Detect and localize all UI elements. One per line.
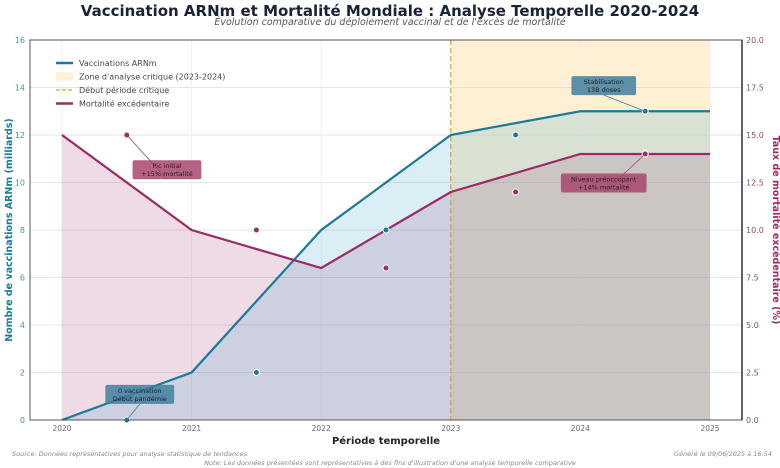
annotation-text: 0 vaccination [118, 387, 162, 395]
chart-subtitle: Évolution comparative du déploiement vac… [214, 17, 566, 28]
chart-title: Vaccination ARNm et Mortalité Mondiale :… [80, 2, 700, 20]
mortality-area [62, 135, 710, 420]
mortality-point [512, 188, 520, 196]
y-left-tick-label: 8 [20, 226, 25, 235]
legend-label: Vaccinations ARNm [79, 59, 157, 68]
y-right-tick-label: 0.0 [746, 416, 759, 425]
annotation-box [560, 173, 647, 193]
annotation-text: Stabilisation [584, 78, 624, 86]
vaccination-point [512, 131, 520, 139]
annotation-box [571, 76, 637, 96]
y-right-tick-label: 7.5 [746, 274, 759, 283]
annotation-arrow [603, 94, 646, 112]
y-right-tick-label: 12.5 [746, 179, 764, 188]
annotation-text: Niveau préoccupant [571, 176, 637, 184]
annotation-box [105, 384, 175, 404]
x-axis-label: Période temporelle [332, 435, 440, 447]
annotation-box [132, 160, 202, 180]
y-right-tick-label: 17.5 [746, 84, 764, 93]
annotation-text: +15% mortalité [141, 170, 193, 178]
x-tick-label: 2020 [52, 424, 71, 433]
vaccination-point [252, 369, 260, 376]
legend-label: Début période critique [79, 85, 169, 95]
vaccination-line [61, 110, 710, 422]
footer-note: Note: Les données présentées sont représ… [204, 459, 576, 467]
y-left-tick-label: 12 [15, 131, 25, 140]
y-left-tick-label: 10 [15, 179, 25, 188]
y-right-tick-label: 20.0 [746, 36, 764, 45]
y-left-tick-label: 4 [20, 321, 25, 330]
mortality-point [252, 226, 260, 234]
annotation-text: Début pandémie [113, 395, 167, 403]
y-left-tick-label: 2 [20, 369, 25, 378]
y-left-tick-label: 14 [15, 84, 25, 93]
y-right-tick-label: 10.0 [746, 226, 764, 235]
legend-swatch [56, 72, 73, 81]
mortality-point [382, 264, 390, 272]
y-left-tick-label: 16 [15, 36, 25, 45]
y-right-tick-label: 5.0 [746, 321, 759, 330]
x-tick-label: 2022 [312, 424, 331, 433]
y-left-tick-label: 6 [20, 274, 25, 283]
legend-label: Mortalité excédentaire [79, 99, 169, 109]
footer-source: Source: Données représentatives pour ana… [12, 450, 248, 458]
y-left-tick-label: 0 [20, 416, 25, 425]
footer-generated: Généré le 09/06/2025 à 16:54 [673, 450, 772, 458]
y-right-tick-label: 15.0 [746, 131, 764, 140]
annotation-arrow [126, 403, 141, 421]
x-tick-label: 2024 [571, 424, 590, 433]
x-tick-label: 2025 [700, 424, 719, 433]
x-tick-label: 2023 [441, 424, 460, 433]
vaccination-point [382, 226, 390, 234]
annotation-text: 13B doses [587, 86, 621, 94]
x-tick-label: 2021 [182, 424, 201, 433]
annotation-text: +14% mortalité [578, 184, 630, 192]
y-left-axis-label: Nombre de vaccinations ARNm (milliards) [4, 118, 15, 342]
annotation-text: Pic initial [152, 162, 181, 170]
y-right-axis-label: Taux de mortalité excédentaire (%) [770, 136, 780, 325]
legend-label: Zone d'analyse critique (2023-2024) [79, 73, 225, 82]
y-right-tick-label: 2.5 [746, 369, 759, 378]
